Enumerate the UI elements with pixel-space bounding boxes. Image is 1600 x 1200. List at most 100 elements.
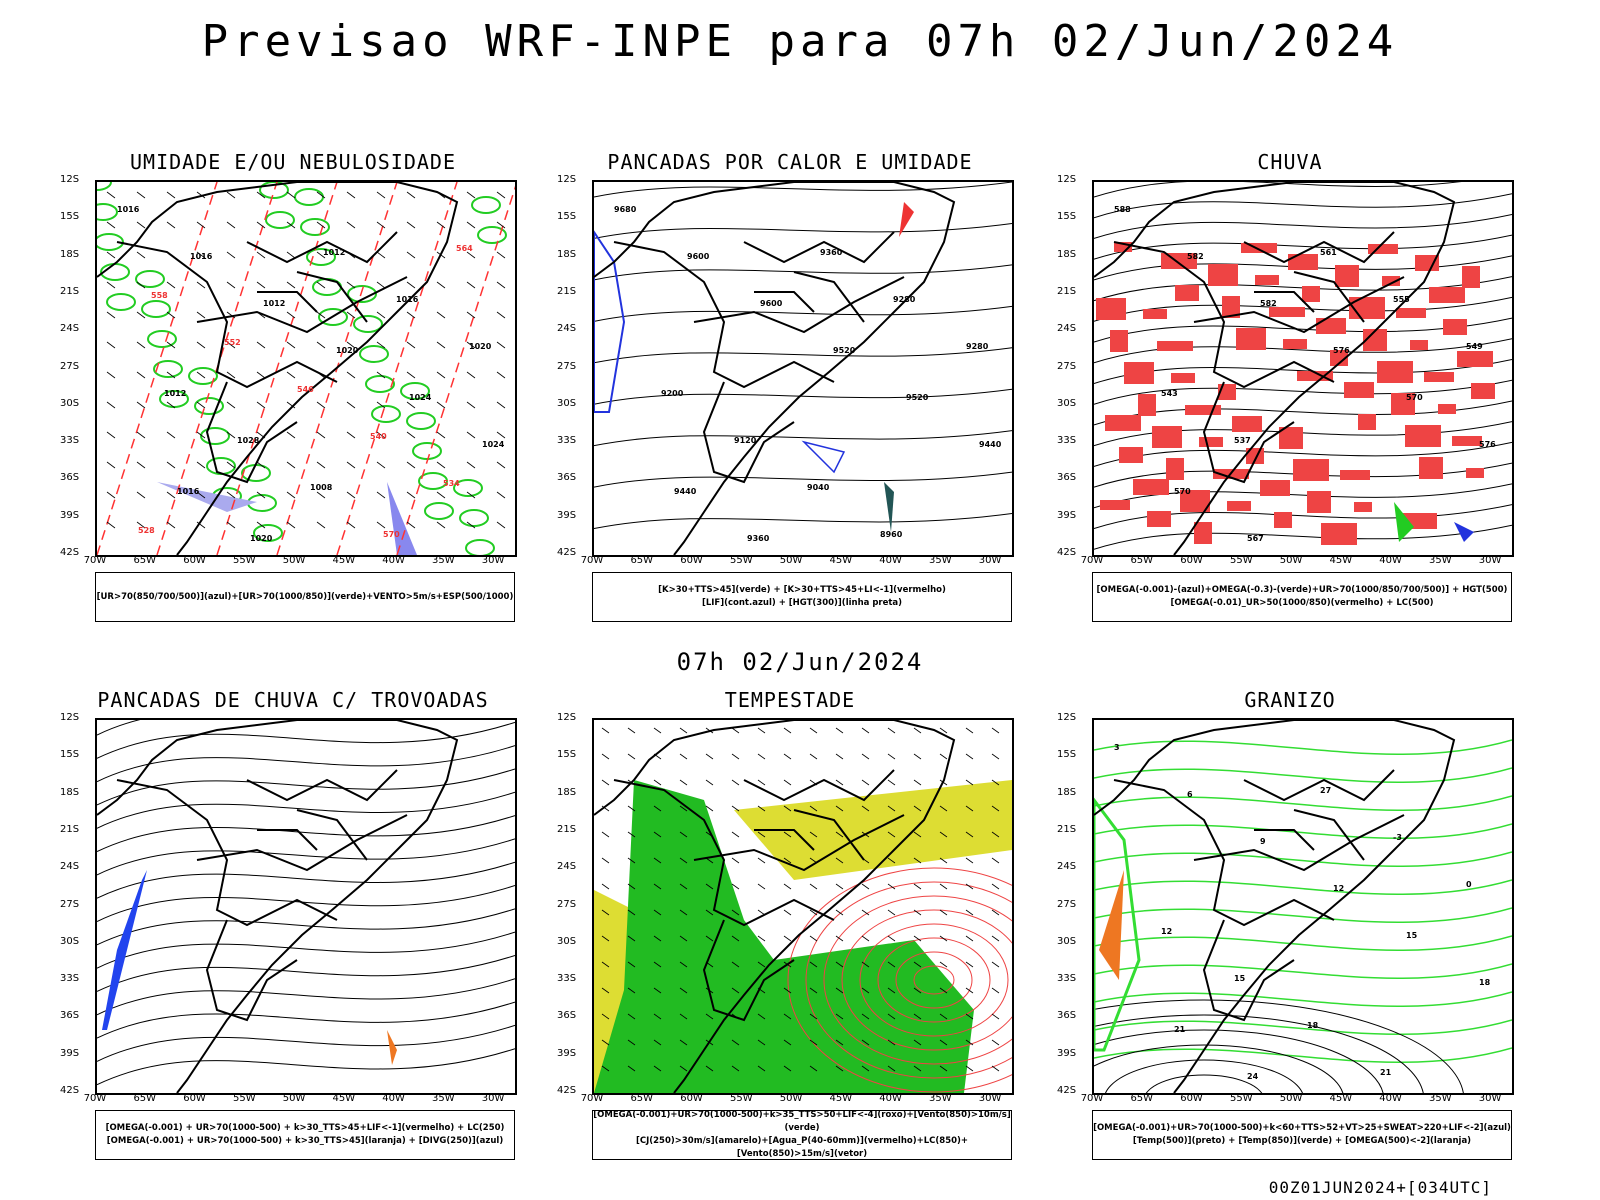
map-svg: 1016 1016 1012 1020 1024 1024 1016 1020 1012 1016…: [97, 182, 515, 555]
contour-label: 1028: [237, 436, 260, 445]
lon-tick-label: 45W: [332, 1093, 356, 1104]
legend-line: [Temp(500)](preto) + [Temp(850)](verde) …: [1132, 1136, 1472, 1146]
lat-tick-label: 18S: [557, 786, 577, 798]
lat-tick-label: 15S: [1057, 749, 1077, 761]
map-panel: TEMPESTADE 12S 15S 18S 21S 24S 27S 30S 33S 36S 39S…: [555, 688, 1025, 1168]
contour-label: 558: [151, 291, 168, 300]
lat-tick-label: 24S: [1057, 861, 1077, 873]
lon-tick-label: 60W: [183, 1093, 206, 1104]
lon-tick-label: 55W: [1229, 555, 1253, 566]
lat-tick-label: 39S: [60, 509, 80, 521]
legend-line: [OMEGA(-0.001)-(azul)+OMEGA(-0.3)-(verde…: [1096, 585, 1508, 595]
lat-tick-label: 12S: [60, 712, 80, 723]
lat-tick-label: 33S: [1057, 973, 1077, 985]
contour-label: 570: [383, 530, 400, 539]
contour-label: 570: [1174, 487, 1191, 496]
lat-tick-label: 30S: [60, 397, 80, 409]
lat-tick-label: 42S: [1057, 1085, 1077, 1096]
lat-tick-label: 24S: [557, 861, 577, 873]
map-area: [592, 718, 1014, 1095]
contour-label: 9520: [906, 393, 929, 402]
contour-label: 561: [1320, 248, 1337, 257]
contour-label: 8960: [880, 530, 903, 539]
lat-tick-label: 12S: [557, 712, 577, 723]
lat-tick-label: 33S: [60, 973, 80, 985]
contour-label: 543: [1161, 389, 1178, 398]
lon-tick-label: 30W: [1478, 555, 1502, 566]
legend-line: [OMEGA(-0.001)+UR>70(1000-500)+k<60+TTS>…: [1093, 1123, 1511, 1133]
lat-tick-label: 21S: [557, 823, 577, 835]
contour-label: 1008: [310, 483, 333, 492]
contour-label: 9440: [979, 440, 1002, 449]
lon-tick-label: 55W: [232, 555, 256, 566]
contour-label: 18: [1479, 978, 1491, 987]
lat-tick-label: 30S: [1057, 935, 1077, 947]
lon-tick-label: 30W: [978, 555, 1002, 566]
lon-tick-label: 70W: [580, 555, 604, 566]
contour-label: 3: [1114, 743, 1120, 752]
lon-tick-label: 30W: [978, 1093, 1002, 1104]
map-area: 588 582 582 576 570 576 570 567 561 555 549 543 537: [1092, 180, 1514, 557]
lon-tick-label: 60W: [680, 555, 703, 566]
panel-title: UMIDADE E/OU NEBULOSIDADE: [129, 150, 457, 174]
lon-tick-label: 65W: [630, 555, 654, 566]
contour-label: 9040: [807, 483, 830, 492]
lat-tick-label: 27S: [60, 360, 80, 372]
contour-label: -3: [1393, 833, 1402, 842]
lon-tick-label: 40W: [382, 1093, 405, 1104]
lat-tick-label: 18S: [1057, 786, 1077, 798]
lat-tick-label: 12S: [1057, 174, 1077, 185]
lat-tick-label: 21S: [557, 285, 577, 297]
contour-label: 9600: [760, 299, 783, 308]
lat-tick-label: 15S: [1057, 211, 1077, 223]
panel-legend: [OMEGA(-0.001)-(azul)+OMEGA(-0.3)-(verde…: [1092, 572, 1512, 622]
lon-tick-label: 45W: [829, 1093, 853, 1104]
lat-tick-label: 39S: [557, 1047, 577, 1059]
contour-label: 9600: [687, 252, 710, 261]
lat-tick-label: 15S: [60, 749, 80, 761]
contour-label: 12: [1333, 884, 1344, 893]
map-svg: [97, 720, 515, 1093]
lon-tick-label: 50W: [779, 1093, 803, 1104]
contour-label: 9680: [614, 205, 637, 214]
map-panel: CHUVA 12S 15S 18S 21S 24S 27S 30S 33S 36S 39S 42S 70…: [1055, 150, 1525, 630]
lon-tick-label: 40W: [1379, 1093, 1402, 1104]
lon-tick-label: 50W: [779, 555, 803, 566]
lon-tick-label: 35W: [1429, 555, 1452, 566]
contour-label: 1024: [482, 440, 505, 449]
lon-tick-label: 60W: [1180, 555, 1203, 566]
contour-label: 21: [1174, 1025, 1186, 1034]
contour-label: 9120: [734, 436, 757, 445]
lat-tick-label: 42S: [557, 547, 577, 558]
lon-tick-label: 70W: [83, 1093, 107, 1104]
lon-tick-label: 50W: [1279, 1093, 1303, 1104]
contour-label: 9: [1260, 837, 1266, 846]
lat-tick-label: 15S: [557, 749, 577, 761]
legend-line: [K>30+TTS>45](verde) + [K>30+TTS>45+LI<-…: [658, 585, 946, 595]
contour-label: 540: [370, 432, 387, 441]
panel-title: TEMPESTADE: [724, 688, 856, 712]
legend-line: [CJ(250)>30m/s](amarelo)+[Agua_P(40-60mm…: [635, 1136, 969, 1159]
map-panel: UMIDADE E/OU NEBULOSIDADE 12S 15S 18S 21S 24S…: [58, 150, 528, 630]
lat-tick-label: 21S: [60, 285, 80, 297]
contour-label: 528: [138, 526, 155, 535]
lat-tick-label: 27S: [557, 360, 577, 372]
lat-tick-label: 27S: [557, 898, 577, 910]
lat-tick-label: 30S: [557, 935, 577, 947]
panel-title: CHUVA: [1257, 150, 1323, 174]
run-info-label: 00Z01JUN2024+[034UTC]: [1268, 1178, 1492, 1197]
lat-tick-label: 30S: [1057, 397, 1077, 409]
lat-tick-label: 33S: [60, 435, 80, 447]
lat-tick-label: 12S: [1057, 712, 1077, 723]
contour-label: 1020: [336, 346, 359, 355]
lat-tick-label: 27S: [1057, 360, 1077, 372]
lon-tick-label: 65W: [1130, 1093, 1154, 1104]
lon-tick-label: 50W: [1279, 555, 1303, 566]
forecast-time-label: 07h 02/Jun/2024: [676, 648, 924, 676]
legend-line: [OMEGA(-0.001)+UR>70(1000-500)+k>35_TTS>…: [593, 1110, 1011, 1133]
lon-tick-label: 60W: [680, 1093, 703, 1104]
contour-label: 0: [1466, 880, 1472, 889]
lon-tick-label: 70W: [580, 1093, 604, 1104]
map-panel: PANCADAS POR CALOR E UMIDADE 12S 15S 18S 21S…: [555, 150, 1025, 630]
lon-tick-label: 65W: [630, 1093, 654, 1104]
